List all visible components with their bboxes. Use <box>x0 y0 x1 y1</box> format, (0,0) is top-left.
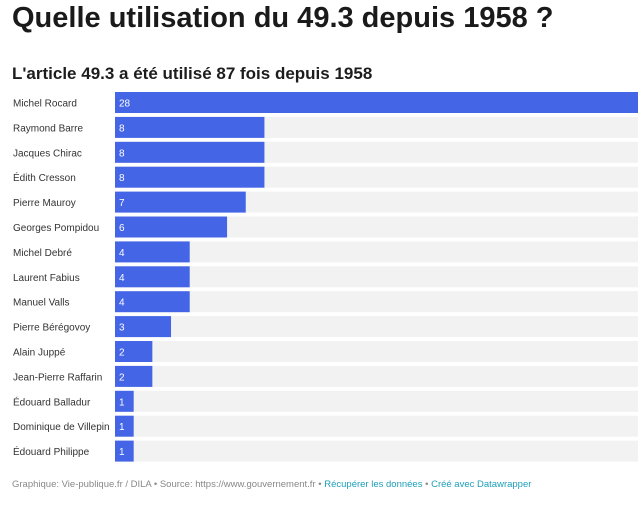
category-label: Michel Debré <box>13 248 72 259</box>
category-label: Laurent Fabius <box>13 273 80 284</box>
page-title: Quelle utilisation du 49.3 depuis 1958 ? <box>12 2 554 34</box>
category-label: Édith Cresson <box>13 171 76 184</box>
value-label: 8 <box>119 148 125 159</box>
value-label: 4 <box>119 248 125 259</box>
category-label: Édouard Balladur <box>13 395 91 408</box>
get-data-link[interactable]: Récupérer les données <box>324 479 423 490</box>
category-label: Alain Juppé <box>13 348 66 359</box>
category-label: Pierre Bérégovoy <box>13 323 90 334</box>
category-label: Jacques Chirac <box>13 148 82 159</box>
credit-text: Graphique: Vie-publique.fr / DILA • Sour… <box>12 479 325 490</box>
bar <box>115 266 190 288</box>
bar <box>115 390 134 412</box>
bar-track <box>115 415 638 437</box>
category-label: Édouard Philippe <box>13 445 90 458</box>
bar-track <box>115 440 638 462</box>
bar-track <box>115 365 638 387</box>
value-label: 8 <box>119 173 125 184</box>
bar <box>115 166 265 188</box>
value-label: 2 <box>119 348 125 359</box>
value-label: 1 <box>119 422 125 433</box>
bar <box>115 415 134 437</box>
bar <box>115 116 265 138</box>
bar-track <box>115 216 638 238</box>
category-label: Pierre Mauroy <box>13 198 76 209</box>
value-label: 6 <box>119 223 125 234</box>
footer: Graphique: Vie-publique.fr / DILA • Sour… <box>12 479 531 490</box>
category-label: Dominique de Villepin <box>13 422 110 433</box>
value-label: 28 <box>119 99 131 110</box>
bar <box>115 341 153 362</box>
bar <box>115 365 153 387</box>
bar <box>115 191 246 213</box>
value-label: 1 <box>119 397 125 408</box>
chart-title: L'article 49.3 a été utilisé 87 fois dep… <box>12 64 373 83</box>
bar-track <box>115 316 638 338</box>
bar <box>115 316 172 338</box>
bar-track <box>115 390 638 412</box>
bar <box>115 216 228 238</box>
category-label: Manuel Valls <box>13 298 70 309</box>
datawrapper-link[interactable]: Créé avec Datawrapper <box>431 479 532 490</box>
bar <box>115 92 638 113</box>
value-label: 3 <box>119 323 125 334</box>
bar <box>115 241 190 263</box>
bar <box>115 291 190 313</box>
value-label: 8 <box>119 123 125 134</box>
separator: • <box>422 479 432 490</box>
bar-track <box>115 291 638 313</box>
value-label: 2 <box>119 372 125 383</box>
bar-track <box>115 241 638 263</box>
bar-track <box>115 341 638 362</box>
bar <box>115 440 134 462</box>
value-label: 4 <box>119 273 125 284</box>
value-label: 7 <box>119 198 125 209</box>
value-label: 4 <box>119 298 125 309</box>
value-label: 1 <box>119 447 125 458</box>
category-label: Georges Pompidou <box>13 223 99 234</box>
category-label: Michel Rocard <box>13 99 77 110</box>
category-label: Raymond Barre <box>13 123 83 134</box>
category-label: Jean-Pierre Raffarin <box>13 372 102 383</box>
bar <box>115 141 265 163</box>
bar-track <box>115 266 638 288</box>
